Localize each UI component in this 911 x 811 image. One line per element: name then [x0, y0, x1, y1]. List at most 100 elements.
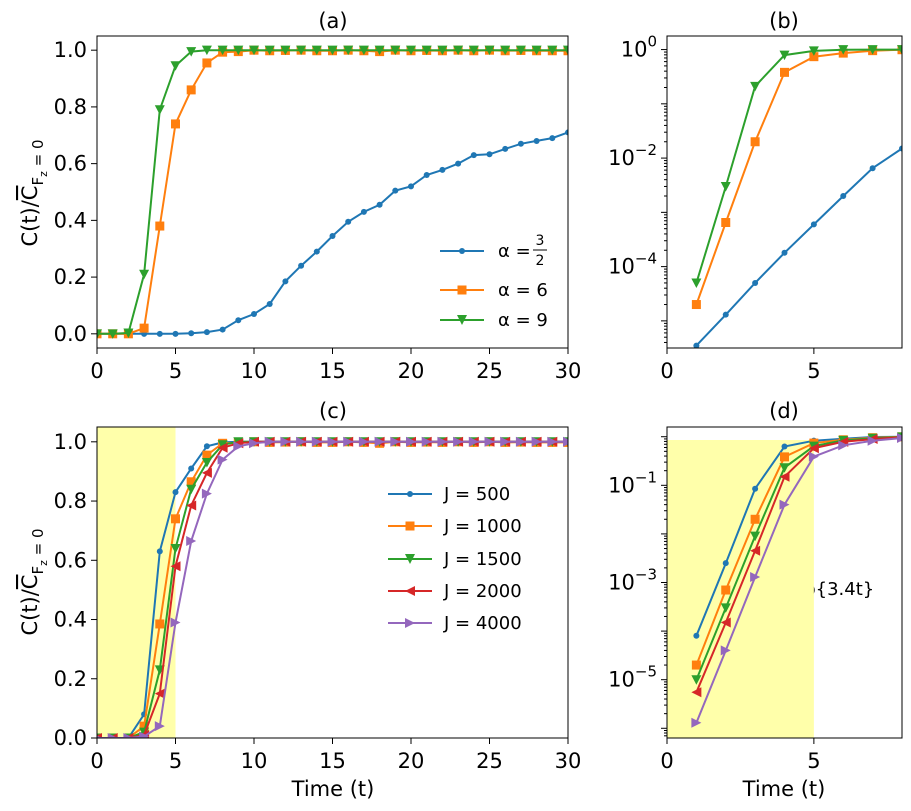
x-tick-label: 5 [169, 359, 182, 383]
panel-d-title: (d) [769, 399, 799, 423]
x-tick-label: 10 [241, 749, 268, 773]
y-label-main: C(t)/ [18, 199, 42, 246]
legend-marker [407, 491, 413, 497]
data-point [691, 660, 701, 670]
y-tick-label: 0.4 [54, 608, 87, 632]
data-point [170, 561, 181, 572]
data-point [502, 145, 509, 152]
y-tick-label: 10−2 [608, 141, 657, 170]
data-point [750, 514, 760, 524]
data-point [170, 61, 181, 71]
data-point [809, 52, 819, 62]
x-tick-label: 25 [476, 749, 503, 773]
data-point [390, 45, 401, 56]
data-point [107, 329, 118, 339]
x-tick-label: 20 [398, 749, 425, 773]
legend-c: J = 500 J = 1000 J = 1500 J = 2000 J = 4… [388, 484, 522, 634]
data-point [358, 45, 369, 56]
data-point [202, 450, 212, 460]
data-point [752, 485, 759, 492]
legend-a-label-1: α = 6 [498, 280, 548, 301]
legend-c-label-1: J = 1000 [443, 516, 522, 537]
legend-c-label-2: J = 1500 [443, 549, 522, 570]
y-axis-label-a: C(t)/CFz = 0 [18, 139, 50, 246]
y-tick-label: 0.8 [54, 489, 87, 513]
legend-c-label-4: J = 4000 [443, 613, 522, 634]
data-point [808, 443, 819, 454]
series-5 [97, 436, 568, 738]
data-point [531, 45, 542, 56]
data-point [781, 249, 788, 256]
data-point [899, 145, 902, 152]
y-tick-label: 0.4 [54, 208, 87, 232]
legend-a: α = 3 2 α = 6 α = 9 [440, 233, 548, 331]
panel-a-title: (a) [318, 9, 347, 33]
data-point [750, 545, 761, 556]
data-point [470, 152, 477, 159]
y-tick-label: 0.2 [54, 667, 87, 691]
data-point [154, 105, 165, 115]
data-point [171, 514, 180, 524]
data-point [123, 733, 134, 738]
y-tick-label: 0.0 [54, 726, 87, 750]
legend-a-item-1: α = 6 [440, 280, 548, 301]
legend-c-label-3: J = 2000 [443, 581, 522, 602]
series-3 [691, 45, 902, 288]
data-point [808, 46, 819, 56]
data-point [156, 330, 163, 337]
y-label-subsub-tail: = 0 [29, 139, 47, 171]
data-point [139, 323, 149, 333]
data-point [329, 232, 336, 239]
x-tick-label: 5 [807, 359, 820, 383]
legend-marker [405, 554, 415, 564]
x-tick-label: 0 [660, 359, 673, 383]
data-point [421, 45, 432, 56]
legend-c-item-0: J = 500 [388, 484, 510, 505]
data-point [779, 471, 790, 482]
legend-marker [405, 586, 415, 596]
y-axis-label-c: C(t)/CFz = 0 [18, 528, 50, 635]
data-point [390, 436, 401, 447]
data-point [437, 436, 448, 447]
data-point [139, 721, 149, 731]
data-point [867, 45, 878, 55]
data-point [869, 165, 876, 172]
data-point [327, 436, 338, 447]
y-tick-label: 1.0 [54, 38, 87, 62]
data-point [547, 436, 558, 447]
legend-marker [405, 521, 415, 531]
data-point [266, 301, 273, 308]
data-point [515, 436, 526, 447]
data-point [360, 208, 367, 215]
data-point [280, 436, 291, 447]
plot-area: 0 5 10 15 20 25 300.00.20.40.60.81.00 510−410−2… [54, 33, 903, 773]
data-point [838, 45, 849, 55]
x-tick-label: 0 [90, 749, 103, 773]
data-point [517, 140, 524, 147]
data-point [455, 160, 462, 167]
y-label-main: C(t)/ [18, 588, 42, 635]
data-point [500, 45, 511, 56]
data-point [186, 484, 197, 495]
y-tick-label: 0.6 [54, 548, 87, 572]
data-point [296, 436, 307, 447]
data-point [406, 45, 416, 56]
series-layer [691, 45, 902, 348]
data-point [249, 438, 259, 449]
data-point [720, 181, 731, 192]
legend-c-item-3: J = 2000 [388, 581, 522, 602]
y-tick-label: 1.0 [54, 430, 87, 454]
data-point [691, 675, 702, 685]
data-point [201, 45, 212, 56]
svg-text:C(t)/CFz = 0: C(t)/CFz = 0 [18, 139, 50, 246]
data-point [810, 221, 817, 228]
data-point [172, 330, 179, 337]
data-point [779, 50, 790, 61]
series-line [695, 48, 902, 305]
legend-marker [459, 248, 465, 254]
data-point [201, 488, 212, 499]
data-point [186, 477, 196, 487]
data-point [720, 617, 731, 628]
data-point [439, 166, 446, 173]
data-point [107, 733, 118, 738]
